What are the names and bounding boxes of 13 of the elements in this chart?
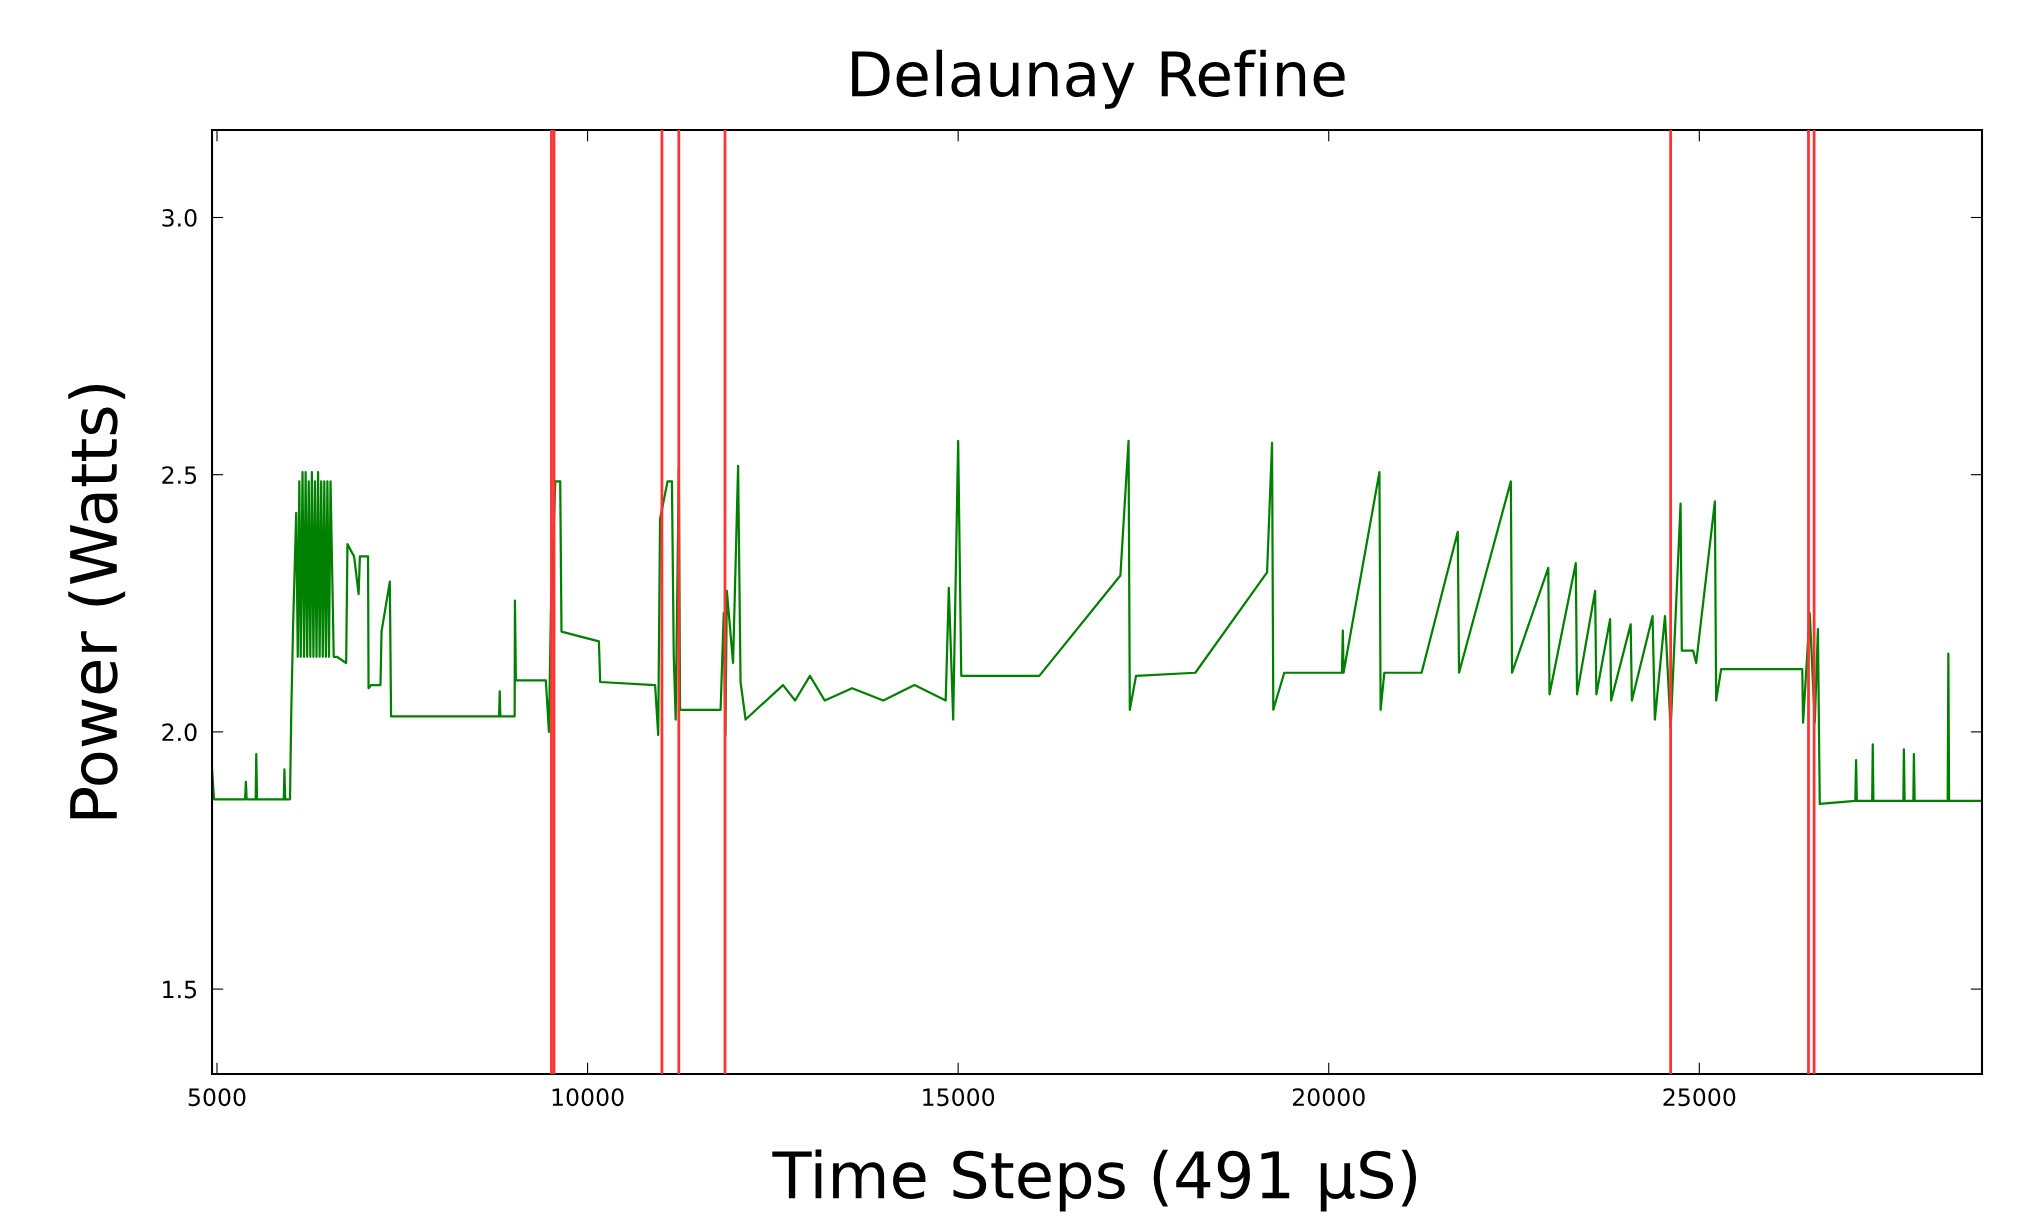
x-tick-label: 15000 [923,1088,995,1107]
chart-title: Delaunay Refine [852,49,1345,109]
x-axis-title: Time Steps (491 µS) [772,1149,1417,1212]
line-series [212,439,1982,806]
x-tick-label: 5000 [188,1088,246,1107]
y-tick-label: 1.5 [163,980,197,999]
x-tick-label: 20000 [1292,1088,1365,1107]
y-tick-label: 3.0 [162,208,197,227]
y-axis-title: Power (Watts) [68,385,126,819]
x-tick-label: 25000 [1663,1088,1736,1107]
x-tick-label: 10000 [552,1088,624,1107]
y-tick-label: 2.5 [162,466,197,484]
y-tick-label: 2.0 [162,723,197,742]
